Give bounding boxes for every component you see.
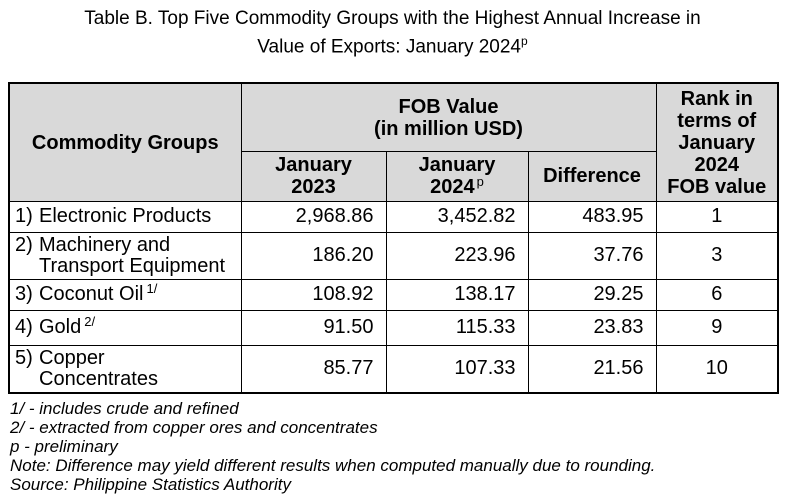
commodity-name: Gold — [39, 316, 82, 339]
footnote-source: Source: Philippine Statistics Authority — [10, 474, 291, 494]
row-number: 2) — [15, 233, 33, 256]
commodity-name: Coconut Oil — [39, 283, 144, 306]
jan-2024-value: 223.96 — [385, 231, 529, 280]
title-superscript: p — [521, 34, 528, 48]
title-line1: Table B. Top Five Commodity Groups with … — [84, 8, 701, 29]
row-number: 4) — [15, 316, 33, 339]
commodity-table: Commodity Groups FOB Value (in million U… — [8, 82, 779, 394]
rank-value: 6 — [655, 278, 779, 311]
header-row-1: Commodity Groups FOB Value (in million U… — [8, 82, 779, 202]
rank-value: 3 — [655, 231, 779, 280]
header-row-2: January 2023 January 2024 p Difference — [9, 150, 778, 202]
commodity-cell: 1) Electronic Products — [8, 200, 242, 233]
rank-value: 1 — [655, 200, 779, 233]
footnote-note: Note: Difference may yield different res… — [10, 455, 656, 475]
jan-2023-value: 108.92 — [240, 278, 387, 311]
header-january-2023: January 2023 — [240, 150, 387, 202]
difference-value: 23.83 — [527, 309, 657, 346]
commodity-cell: 5) Copper Concentrates — [8, 344, 242, 394]
table-row: 3) Coconut Oil 1/ 108.92 138.17 29.25 6 — [8, 278, 779, 311]
table-row: 4) Gold 2/ 91.50 115.33 23.83 9 — [8, 309, 779, 346]
commodity-footnote-marker: 2/ — [84, 313, 96, 329]
jan-2023-value: 186.20 — [240, 231, 387, 280]
commodity-cell: 4) Gold 2/ — [8, 309, 242, 346]
commodity-name: Electronic Products — [39, 205, 212, 228]
jan-2024-value: 138.17 — [385, 278, 529, 311]
footnote-preliminary: p - preliminary — [10, 436, 118, 456]
header-difference: Difference — [527, 150, 657, 202]
jan-2024-value: 3,452.82 — [385, 200, 529, 233]
jan-2023-value: 85.77 — [240, 344, 387, 394]
table-row: 5) Copper Concentrates 85.77 107.33 21.5… — [8, 344, 779, 394]
title-line2: Value of Exports: January 2024 — [257, 36, 521, 58]
header-january-2024: January 2024 p — [385, 150, 529, 202]
jan-2023-value: 2,968.86 — [240, 200, 387, 233]
commodity-cell: 3) Coconut Oil 1/ — [8, 278, 242, 311]
difference-value: 37.76 — [527, 231, 657, 280]
jan-2024-value: 107.33 — [385, 344, 529, 394]
row-number: 1) — [15, 205, 33, 228]
header-january-2024-text: January 2024 — [418, 154, 496, 199]
table-title: Table B. Top Five Commodity Groups with … — [0, 0, 785, 58]
header-rank: Rank in terms of January 2024 FOB value — [655, 82, 779, 202]
header-commodity-groups: Commodity Groups — [8, 82, 242, 202]
difference-value: 483.95 — [527, 200, 657, 233]
footnote-2: 2/ - extracted from copper ores and conc… — [10, 417, 378, 437]
rank-value: 9 — [655, 309, 779, 346]
header-fob-value: FOB Value (in million USD) — [240, 82, 657, 152]
commodity-footnote-marker: 1/ — [146, 280, 158, 296]
table-row: 2) Machinery and Transport Equipment 186… — [8, 231, 779, 280]
commodity-name: Machinery and Transport Equipment — [39, 233, 226, 277]
jan-2023-value: 91.50 — [240, 309, 387, 346]
footnotes: 1/ - includes crude and refined 2/ - ext… — [10, 399, 785, 494]
footnote-1: 1/ - includes crude and refined — [10, 398, 239, 418]
difference-value: 29.25 — [527, 278, 657, 311]
difference-value: 21.56 — [527, 344, 657, 394]
header-january-2024-superscript: p — [476, 173, 484, 189]
commodity-name: Copper Concentrates — [39, 346, 158, 390]
row-number: 3) — [15, 283, 33, 306]
rank-value: 10 — [655, 344, 779, 394]
row-number: 5) — [15, 346, 33, 369]
commodity-cell: 2) Machinery and Transport Equipment — [8, 231, 242, 280]
jan-2024-value: 115.33 — [385, 309, 529, 346]
table-row: 1) Electronic Products 2,968.86 3,452.82… — [8, 200, 779, 233]
